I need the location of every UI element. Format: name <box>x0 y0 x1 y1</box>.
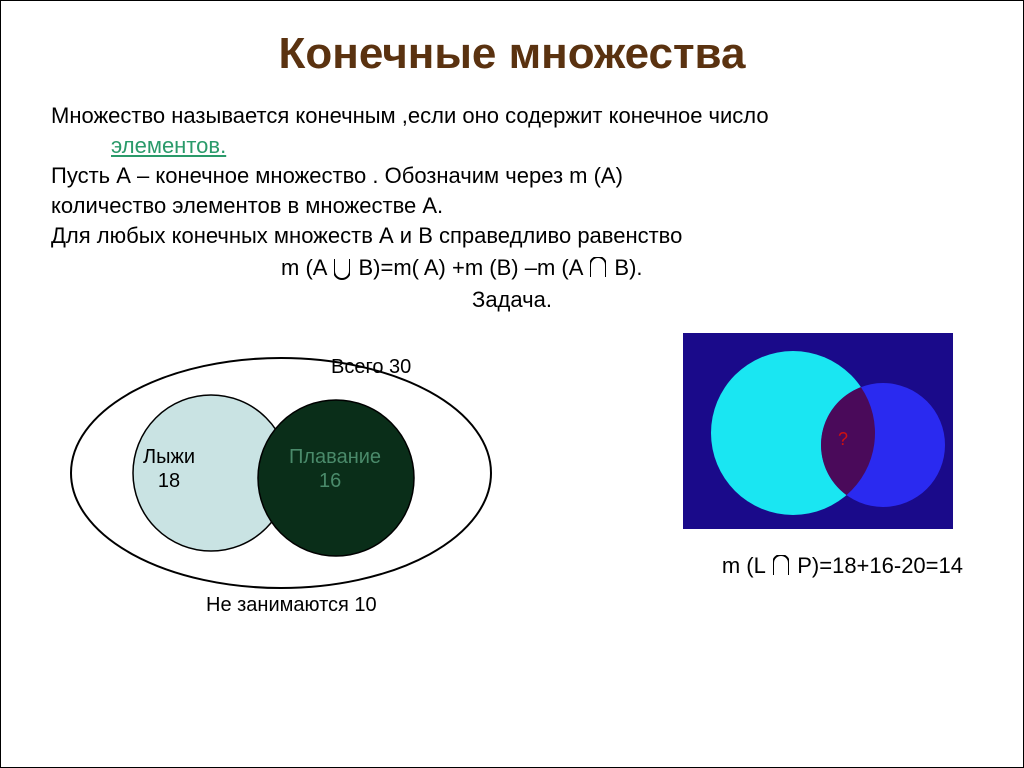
formula-pre: m (A <box>281 255 332 280</box>
task-label: Задача. <box>51 287 973 313</box>
p1-line: Множество называется конечным ,если оно … <box>51 103 973 129</box>
diagram-area: Всего 30 Лыжи 18 Плавание 16 Не занимают… <box>1 323 1023 643</box>
formula-line: m (A B)=m( A) +m (B) –m (A B). <box>51 255 973 281</box>
venn-left-label-2: 18 <box>158 470 180 492</box>
intersection-icon <box>773 555 789 579</box>
formula-post: B). <box>614 255 642 280</box>
venn-right-label-1: Плавание <box>289 446 381 468</box>
intersection-icon <box>590 257 606 281</box>
p3: количество элементов в множестве А. <box>51 193 973 219</box>
left-venn-diagram: Всего 30 Лыжи 18 Плавание 16 Не занимают… <box>61 343 501 633</box>
formula-mid: B)=m( A) +m (B) –m (A <box>358 255 588 280</box>
body-block: Множество называется конечным ,если оно … <box>1 103 1023 313</box>
result-pre: m (L <box>722 553 771 578</box>
slide-title: Конечные множества <box>1 1 1023 103</box>
p4: Для любых конечных множеств А и В справе… <box>51 223 973 249</box>
result-post: P)=18+16-20=14 <box>797 553 963 578</box>
result-formula: m (L P)=18+16-20=14 <box>722 553 963 579</box>
union-icon <box>334 257 350 281</box>
venn-bottom-label: Не занимаются 10 <box>206 594 377 616</box>
p1b-link: элементов. <box>111 133 226 158</box>
venn-total-label: Всего 30 <box>331 356 411 378</box>
p1a: Множество называется конечным ,если оно … <box>51 103 769 128</box>
p2: Пусть А – конечное множество . Обозначим… <box>51 163 973 189</box>
venn-left-label-1: Лыжи <box>143 446 195 468</box>
venn-right-label-2: 16 <box>319 470 341 492</box>
p1-link-line: элементов. <box>51 133 973 159</box>
title-text: Конечные множества <box>279 29 746 78</box>
panel-question-mark: ? <box>838 429 848 449</box>
right-venn-panel: ? <box>683 333 953 529</box>
